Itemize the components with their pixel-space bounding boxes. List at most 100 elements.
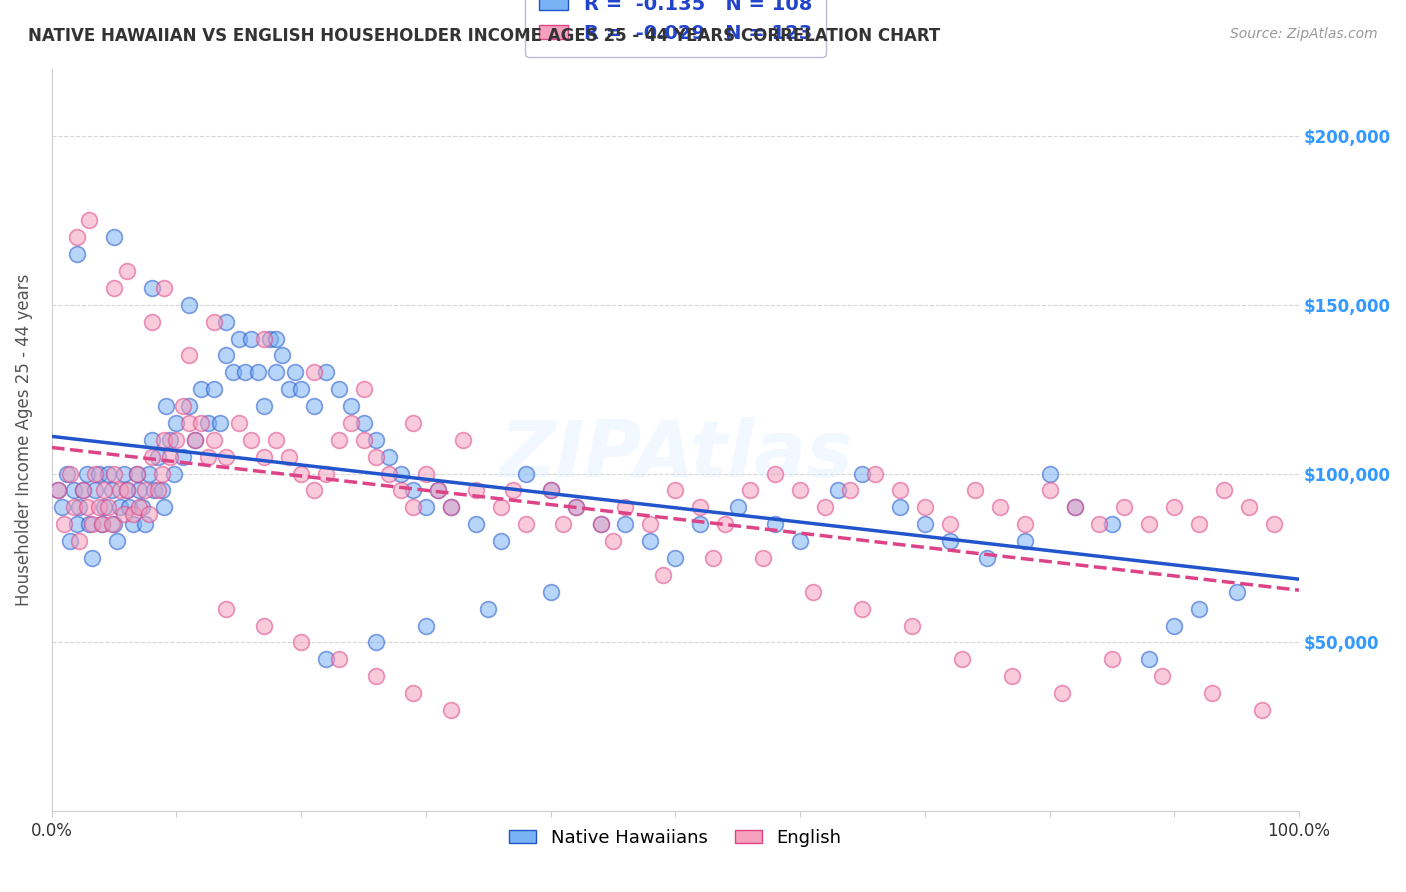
Point xyxy=(53,517,76,532)
Point xyxy=(540,483,562,498)
Point xyxy=(1188,601,1211,615)
Point xyxy=(121,507,143,521)
Point xyxy=(141,450,163,464)
Point xyxy=(564,500,586,515)
Point xyxy=(515,517,537,532)
Point xyxy=(340,416,363,430)
Point xyxy=(66,247,89,261)
Point xyxy=(801,584,824,599)
Point xyxy=(55,467,77,481)
Point xyxy=(614,500,637,515)
Legend: Native Hawaiians, English: Native Hawaiians, English xyxy=(502,822,849,855)
Point xyxy=(302,365,325,379)
Point xyxy=(377,467,399,481)
Point xyxy=(277,382,299,396)
Y-axis label: Householder Income Ages 25 - 44 years: Householder Income Ages 25 - 44 years xyxy=(15,274,32,606)
Point xyxy=(177,298,200,312)
Text: ZIPAtlas: ZIPAtlas xyxy=(499,417,852,492)
Point xyxy=(464,483,486,498)
Point xyxy=(976,551,998,566)
Point xyxy=(353,382,375,396)
Point xyxy=(155,399,177,413)
Point xyxy=(889,500,911,515)
Point xyxy=(1163,618,1185,632)
Point xyxy=(228,332,250,346)
Point xyxy=(564,500,586,515)
Point xyxy=(389,467,412,481)
Point xyxy=(240,332,263,346)
Point xyxy=(115,483,138,498)
Point xyxy=(290,382,312,396)
Point xyxy=(689,500,711,515)
Point xyxy=(284,365,307,379)
Point xyxy=(240,433,263,447)
Point xyxy=(90,517,112,532)
Point xyxy=(110,483,132,498)
Point xyxy=(115,264,138,278)
Point xyxy=(271,348,294,362)
Point xyxy=(763,467,786,481)
Point xyxy=(163,467,186,481)
Point xyxy=(138,467,160,481)
Point xyxy=(72,483,94,498)
Point xyxy=(138,507,160,521)
Point xyxy=(63,483,86,498)
Point xyxy=(1237,500,1260,515)
Point xyxy=(1150,669,1173,683)
Point xyxy=(253,332,276,346)
Point xyxy=(233,365,256,379)
Point xyxy=(453,433,475,447)
Point xyxy=(153,433,176,447)
Point xyxy=(190,416,212,430)
Point xyxy=(464,517,486,532)
Point xyxy=(80,551,103,566)
Point xyxy=(177,348,200,362)
Point xyxy=(172,399,194,413)
Point xyxy=(851,467,873,481)
Point xyxy=(118,500,141,515)
Point xyxy=(589,517,612,532)
Point xyxy=(377,450,399,464)
Point xyxy=(93,500,115,515)
Point xyxy=(353,433,375,447)
Point xyxy=(988,500,1011,515)
Point xyxy=(851,601,873,615)
Point xyxy=(202,382,225,396)
Point xyxy=(489,534,512,549)
Point xyxy=(103,517,125,532)
Point xyxy=(46,483,69,498)
Point xyxy=(540,584,562,599)
Point xyxy=(364,669,387,683)
Point xyxy=(77,517,100,532)
Point xyxy=(364,433,387,447)
Point xyxy=(112,467,135,481)
Point xyxy=(415,618,437,632)
Point xyxy=(97,467,120,481)
Point xyxy=(763,517,786,532)
Point xyxy=(197,416,219,430)
Point xyxy=(477,601,499,615)
Text: Source: ZipAtlas.com: Source: ZipAtlas.com xyxy=(1230,27,1378,41)
Point xyxy=(1188,517,1211,532)
Point xyxy=(689,517,711,532)
Point xyxy=(46,483,69,498)
Point xyxy=(290,635,312,649)
Point xyxy=(100,483,122,498)
Point xyxy=(115,483,138,498)
Point xyxy=(1226,584,1249,599)
Point xyxy=(177,399,200,413)
Point xyxy=(143,483,166,498)
Point xyxy=(1050,686,1073,700)
Point xyxy=(159,450,181,464)
Point xyxy=(328,652,350,666)
Point xyxy=(1201,686,1223,700)
Point xyxy=(90,517,112,532)
Point xyxy=(963,483,986,498)
Point xyxy=(402,483,425,498)
Point xyxy=(215,450,238,464)
Point xyxy=(664,483,686,498)
Point xyxy=(264,332,287,346)
Point xyxy=(141,281,163,295)
Point xyxy=(246,365,269,379)
Point xyxy=(264,365,287,379)
